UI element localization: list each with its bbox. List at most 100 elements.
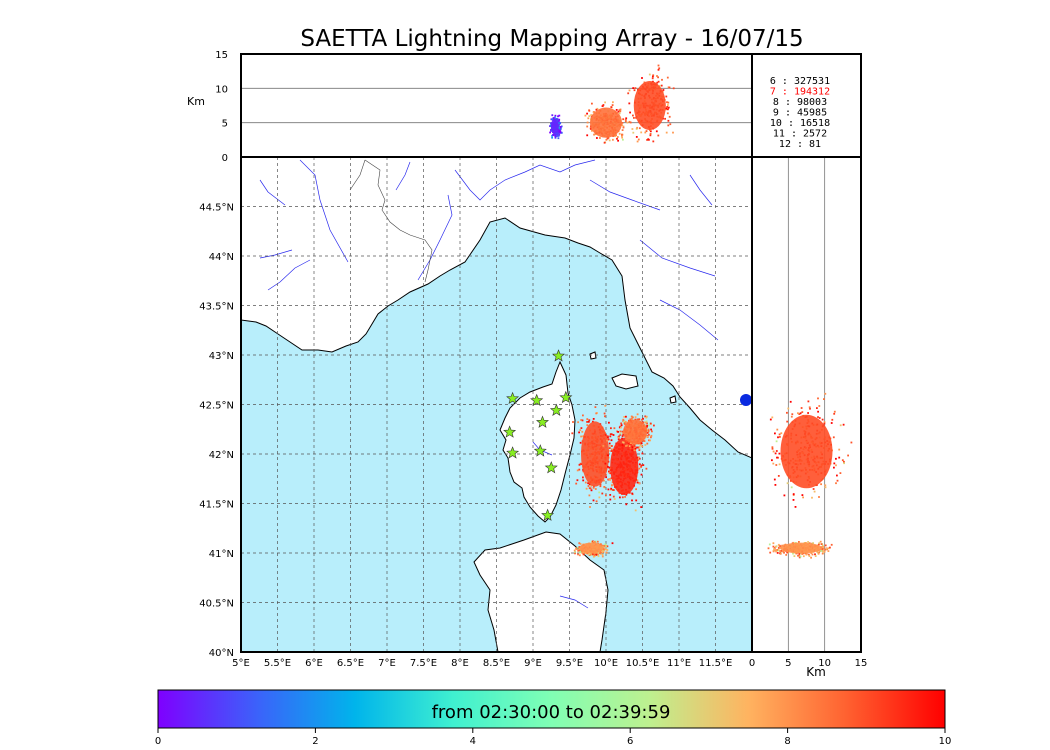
- map-y-tick-label: 40°N: [209, 648, 234, 659]
- altitude-point: [629, 121, 632, 124]
- side-point: [832, 436, 835, 439]
- map-point: [606, 545, 609, 548]
- map-y-tick-label: 44.5°N: [199, 203, 234, 214]
- map-point: [595, 554, 598, 556]
- altitude-point: [621, 122, 624, 124]
- map-point: [587, 482, 589, 485]
- map-x-tick-label: 6.5°E: [337, 658, 364, 669]
- map-point: [630, 415, 633, 418]
- map-point: [635, 499, 638, 502]
- map-point: [631, 499, 633, 502]
- altitude-point: [657, 64, 660, 67]
- map-point: [609, 435, 612, 438]
- altitude-point-core: [589, 107, 623, 138]
- altitude-point: [558, 120, 560, 123]
- map-y-tick-label: 41.5°N: [199, 500, 234, 511]
- altitude-point: [559, 128, 562, 130]
- map-point: [588, 487, 591, 489]
- side-point: [774, 432, 776, 435]
- side-point: [777, 543, 780, 546]
- map-point: [582, 414, 584, 417]
- side-point: [822, 546, 825, 548]
- map-point: [628, 445, 631, 447]
- altitude-point: [667, 108, 669, 111]
- map-point: [650, 434, 653, 437]
- map-point: [622, 441, 625, 444]
- side-point: [825, 547, 828, 550]
- altitude-point: [666, 101, 668, 104]
- map-point: [640, 473, 643, 476]
- map-point: [627, 442, 630, 445]
- map-point: [609, 445, 611, 447]
- map-point: [613, 498, 616, 500]
- map-point: [631, 418, 633, 420]
- altitude-point: [633, 117, 635, 119]
- side-point: [827, 547, 830, 550]
- station-star-icon: [544, 461, 558, 474]
- map-point: [600, 550, 603, 553]
- map-y-tick-label: 41°N: [209, 549, 234, 560]
- map-point: [644, 415, 647, 418]
- map-point: [603, 545, 606, 547]
- map-point: [581, 419, 584, 422]
- altitude-point: [554, 135, 557, 138]
- map-point: [640, 466, 642, 468]
- altitude-point: [652, 75, 654, 78]
- altitude-point: [590, 114, 593, 116]
- map-point: [579, 551, 581, 554]
- station-star-icon: [503, 425, 517, 438]
- map-y-ticks: 40°N 40.5°N 41°N 41.5°N 42°N 42.5°N 43°N 43.5°N…: [199, 203, 234, 660]
- side-point: [776, 456, 778, 459]
- map-point: [588, 494, 591, 497]
- side-point: [797, 412, 799, 415]
- altitude-point: [551, 114, 554, 117]
- altitude-point: [556, 133, 558, 136]
- map-point: [572, 421, 574, 423]
- altitude-point-core: [633, 80, 666, 131]
- altitude-point: [593, 133, 595, 136]
- side-point: [833, 462, 836, 465]
- side-point: [785, 554, 788, 556]
- map-point: [618, 426, 621, 429]
- side-point: [821, 544, 824, 547]
- map-y-tick-label: 43°N: [209, 351, 234, 362]
- altitude-point: [560, 125, 563, 128]
- side-point: [818, 543, 820, 546]
- altitude-point: [621, 136, 623, 139]
- map-point: [584, 481, 587, 484]
- altitude-point: [644, 131, 647, 134]
- map-point: [580, 427, 583, 429]
- map-y-tick-label: 42.5°N: [199, 401, 234, 412]
- altitude-point: [619, 108, 622, 111]
- altitude-point: [621, 134, 623, 137]
- altitude-point: [586, 125, 589, 128]
- map-point: [641, 452, 644, 455]
- map-point: [619, 432, 622, 435]
- map-point: [608, 421, 610, 424]
- side-point: [783, 551, 785, 554]
- map-point: [578, 463, 581, 466]
- count-entry: 9 : 45985: [773, 108, 827, 119]
- altitude-point: [557, 132, 560, 135]
- map-point: [589, 506, 591, 508]
- altitude-point: [666, 76, 669, 79]
- map-point: [646, 436, 649, 438]
- altitude-point: [628, 89, 631, 92]
- side-point: [835, 482, 837, 485]
- map-point: [592, 553, 594, 556]
- count-entry: 8 : 98003: [773, 97, 827, 108]
- map-point: [575, 482, 578, 485]
- map-point: [608, 466, 611, 469]
- side-point: [775, 450, 778, 452]
- map-point: [619, 430, 622, 433]
- altitude-point: [622, 125, 625, 128]
- side-point: [814, 555, 817, 557]
- map-point: [650, 428, 652, 431]
- altitude-point: [588, 115, 591, 117]
- map-point: [595, 500, 598, 503]
- side-point: [824, 486, 827, 489]
- map-point: [602, 550, 605, 553]
- map-point: [638, 418, 641, 421]
- altitude-point: [657, 80, 660, 83]
- side-panel: 0 5 10 15 Km: [749, 156, 867, 679]
